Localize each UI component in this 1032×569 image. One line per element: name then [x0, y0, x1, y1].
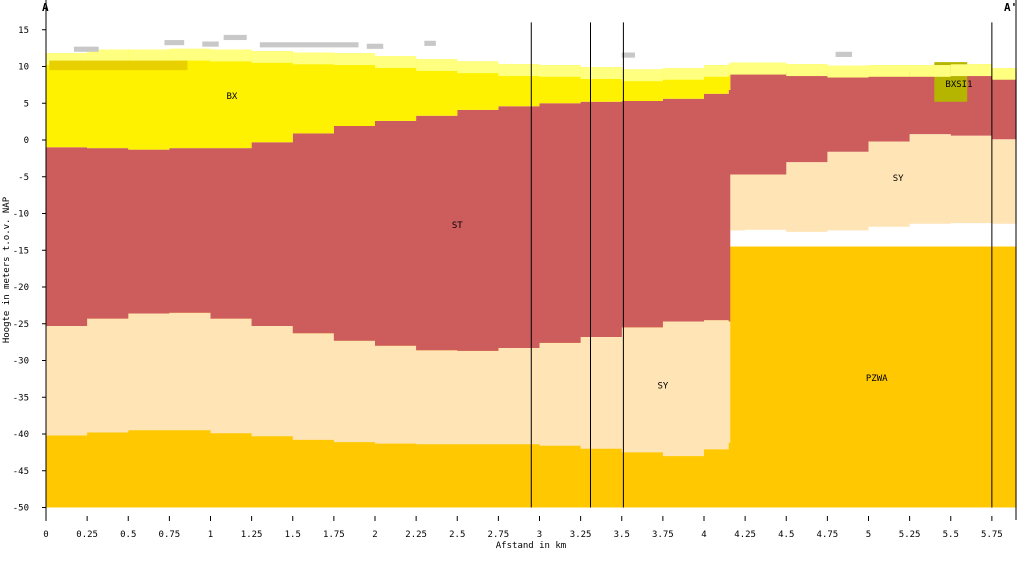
anthropogenic-patch	[164, 40, 185, 46]
y-tick-label: -10	[13, 210, 29, 220]
bx-top-band	[868, 65, 910, 77]
x-tick-label: 4.25	[734, 530, 756, 540]
bx-top-band	[730, 62, 787, 75]
y-axis-title: Hoogte in meters t.o.v. NAP	[2, 196, 12, 343]
anthropogenic-patch	[259, 42, 359, 48]
anthropogenic-patch	[366, 43, 384, 49]
bx-top-band	[621, 69, 663, 82]
anthropogenic-patch	[202, 41, 219, 47]
y-tick-label: -35	[13, 393, 29, 403]
anthropogenic-patch	[223, 34, 247, 41]
bx-top-band	[251, 51, 293, 63]
unit-label-bxsi1: BXSI1	[945, 80, 972, 90]
y-tick-label: 5	[24, 99, 29, 109]
anthropogenic-patch	[424, 40, 436, 46]
bx-top-band	[87, 49, 129, 62]
bx-top-band	[662, 67, 704, 80]
x-tick-label: 3.75	[652, 530, 674, 540]
unit-label-sy: SY	[893, 174, 904, 184]
bx-top-band	[457, 61, 499, 74]
y-tick-label: -30	[13, 357, 29, 367]
x-tick-label: 0.75	[159, 530, 181, 540]
x-tick-label: 4.75	[817, 530, 839, 540]
section-end-label: A'	[1004, 1, 1017, 14]
bx-top-band	[375, 56, 417, 68]
x-tick-label: 5.75	[981, 530, 1003, 540]
y-tick-label: 0	[24, 136, 29, 146]
x-tick-label: 2.75	[488, 530, 510, 540]
x-tick-label: 0	[43, 530, 48, 540]
x-tick-label: 5.25	[899, 530, 921, 540]
layer-sy	[46, 134, 1017, 457]
y-tick-label: -50	[13, 504, 29, 514]
unit-label-group: PZWA SY ST BX BXSI1 SY	[226, 80, 972, 391]
unit-label-bx: BX	[226, 92, 237, 102]
axes-group	[45, 0, 1017, 520]
bx-top-band	[292, 52, 334, 65]
bx-top-band	[128, 49, 170, 62]
y-tick-group: 15 10 5 0 -5 -10 -15 -20 -25 -30 -35 -40 -45 -50	[13, 26, 46, 514]
bx-top-band	[539, 65, 581, 77]
x-tick-label: 1.5	[285, 530, 301, 540]
bx-top-band	[827, 65, 869, 78]
x-tick-label: 2.5	[449, 530, 465, 540]
x-tick-label: 3	[537, 530, 542, 540]
x-tick-label: 1.75	[323, 530, 345, 540]
x-tick-label: 2	[372, 530, 377, 540]
layer-detail-group	[46, 34, 1017, 82]
y-tick-label: -25	[13, 320, 29, 330]
x-tick-label: 3.5	[614, 530, 630, 540]
x-tick-label: 0.5	[120, 530, 136, 540]
anthropogenic-patch	[835, 51, 853, 57]
x-tick-group: 0 0.25 0.5 0.75 1 1.25 1.5 1.75 2 2.25 2.5 2.75 3 3.2…	[43, 516, 1003, 540]
x-axis-title: Afstand in km	[496, 541, 566, 551]
anthropogenic-patch	[621, 52, 635, 58]
x-tick-label: 4	[701, 530, 706, 540]
unit-label-sy-west: SY	[657, 381, 668, 391]
x-tick-label: 5	[866, 530, 871, 540]
bx-top-band	[991, 67, 1017, 80]
x-tick-label: 2.25	[405, 530, 427, 540]
bx-top-band	[210, 49, 252, 62]
bx-top-band	[580, 67, 622, 79]
x-tick-label: 1.25	[241, 530, 263, 540]
x-tick-label: 4.5	[778, 530, 794, 540]
y-tick-label: -45	[13, 467, 29, 477]
bx-top-band	[416, 59, 458, 71]
bx-top-band	[169, 48, 211, 61]
y-tick-label: 10	[18, 63, 29, 73]
y-tick-label: -40	[13, 430, 29, 440]
bx-top-band	[46, 53, 88, 66]
y-tick-label: -15	[13, 246, 29, 256]
bx-top-band	[333, 53, 375, 66]
bx-top-band	[786, 64, 828, 77]
bx-top-band	[498, 64, 540, 77]
y-tick-label: -20	[13, 283, 29, 293]
bx-top-band	[728, 63, 731, 76]
bx-top-band	[909, 65, 951, 77]
x-tick-label: 5.5	[943, 530, 959, 540]
bx-top-band	[704, 65, 729, 77]
y-tick-label: 15	[18, 26, 29, 36]
x-tick-label: 3.25	[570, 530, 592, 540]
x-tick-label: 1	[208, 530, 213, 540]
bx-top-band	[950, 64, 992, 77]
bx-sub-band	[49, 60, 188, 71]
section-start-label: A	[42, 1, 49, 14]
y-tick-label: -5	[18, 173, 29, 183]
x-tick-label: 0.25	[76, 530, 98, 540]
anthropogenic-patch	[73, 46, 99, 52]
unit-label-pzwa: PZWA	[866, 374, 888, 384]
unit-label-st: ST	[452, 221, 463, 231]
